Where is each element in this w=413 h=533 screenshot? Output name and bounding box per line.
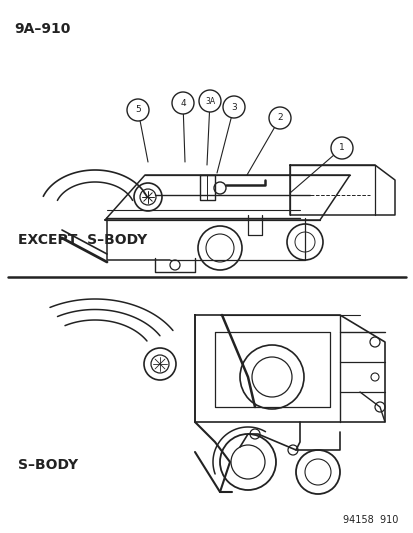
Circle shape [127, 99, 149, 121]
Text: EXCEPT  S–BODY: EXCEPT S–BODY [18, 233, 147, 247]
Circle shape [199, 90, 221, 112]
Text: 9A–910: 9A–910 [14, 22, 70, 36]
Circle shape [268, 107, 290, 129]
Text: 5: 5 [135, 106, 140, 115]
Text: 2: 2 [277, 114, 282, 123]
Text: 4: 4 [180, 99, 185, 108]
Circle shape [171, 92, 194, 114]
Circle shape [223, 96, 244, 118]
Text: 3: 3 [230, 102, 236, 111]
Text: 1: 1 [338, 143, 344, 152]
Circle shape [330, 137, 352, 159]
Text: S–BODY: S–BODY [18, 458, 78, 472]
Text: 3A: 3A [204, 96, 214, 106]
Text: 94158  910: 94158 910 [342, 515, 397, 525]
